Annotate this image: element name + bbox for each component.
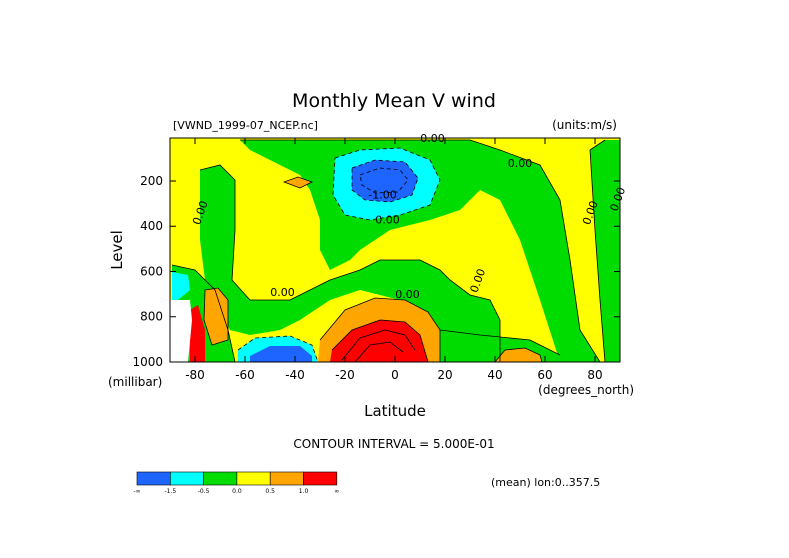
contour-line [203, 287, 229, 346]
colorbar-swatch [136, 471, 171, 486]
y-tick-label: 800 [140, 310, 163, 324]
contour-line [341, 329, 416, 361]
contour-line-dashed [332, 147, 441, 221]
colorbar-swatch [203, 471, 238, 486]
contour-line [240, 139, 601, 362]
orange-region-south [204, 288, 228, 345]
steep-gradient-south [190, 305, 205, 362]
x-units-label: (degrees_north) [538, 383, 634, 397]
blue-region-upper [352, 160, 418, 202]
contour-interval-label: CONTOUR INTERVAL = 5.000E-01 [293, 437, 494, 451]
green-region-north [590, 140, 620, 362]
contour-label: -1.00 [368, 189, 396, 202]
contour-label: 0.00 [395, 288, 420, 301]
colorbar-label: 1.0 [299, 488, 309, 495]
contour-line-dashed [351, 159, 419, 203]
colorbar-label: 0.5 [265, 488, 275, 495]
contour-line [494, 347, 543, 362]
plot-area: 0.000.00-1.000.000.00 0.00 0.000.000.000.0… [132, 132, 628, 382]
y-tick-label: 600 [140, 264, 163, 278]
contour-line [331, 319, 429, 362]
colorbar-label: 0.0 [232, 488, 242, 495]
contour-line-dashed [359, 167, 409, 194]
colorbar-swatch [170, 471, 204, 486]
colorbar-label: -0.5 [198, 488, 210, 495]
contour-line [199, 164, 501, 362]
contour-line [171, 264, 236, 362]
contour-line-dashed [237, 335, 319, 362]
x-tick-label: 60 [537, 368, 552, 382]
red-region-equator [330, 320, 428, 362]
white-missing-south [170, 300, 192, 362]
cyan-region-southpole [172, 272, 190, 300]
orange-region-north [495, 348, 542, 362]
green-region-upper [240, 140, 600, 362]
chart-title: Monthly Mean V wind [292, 90, 496, 112]
y-axis: 200 400 600 800 1000 [132, 174, 620, 369]
y-units-label: (millibar) [108, 375, 162, 389]
colorbar-swatch [303, 471, 338, 486]
x-tick-label: 20 [437, 368, 452, 382]
footnote-label: (mean) lon:0..357.5 [491, 476, 600, 489]
y-tick-label: 200 [140, 174, 163, 188]
dataset-label: [VWND_1999-07_NCEP.nc] [173, 119, 318, 132]
x-axis: -80 -60 -40 -20 0 20 40 60 80 [185, 138, 603, 382]
x-tick-label: -40 [285, 368, 305, 382]
contour-line [354, 341, 404, 362]
colorbar-label: -1.5 [164, 488, 176, 495]
contour-line [282, 176, 314, 189]
x-tick-label: 80 [587, 368, 602, 382]
contour-label: 0.00 [508, 157, 533, 170]
contour-labels: 0.000.00-1.000.000.00 0.00 0.000.000.000.0… [190, 132, 628, 301]
x-tick-label: -60 [235, 368, 255, 382]
colorbar-label: ∞ [334, 488, 339, 495]
x-tick-label: -80 [185, 368, 205, 382]
contour-line [589, 139, 606, 362]
x-tick-label: 40 [487, 368, 502, 382]
colorbar: -∞ -1.5 -0.5 0.0 0.5 1.0 ∞ [133, 471, 339, 495]
x-axis-label: Latitude [364, 402, 426, 420]
y-tick-label: 400 [140, 219, 163, 233]
units-label: (units:m/s) [552, 118, 617, 132]
y-axis-label: Level [108, 230, 126, 270]
contour-label: 0.00 [420, 132, 445, 145]
contour-label: 0.00 [270, 286, 295, 299]
contour-label: 0.00 [375, 213, 400, 226]
contour-lines [171, 139, 606, 362]
colorbar-swatch [236, 471, 271, 486]
blue-region-lower [250, 346, 312, 362]
x-tick-label: 0 [391, 368, 399, 382]
colorbar-swatch [269, 471, 304, 486]
contour-line [439, 329, 561, 356]
colorbar-label: -∞ [133, 488, 140, 495]
filled-contours [170, 138, 620, 362]
x-tick-label: -20 [335, 368, 355, 382]
y-tick-label: 1000 [132, 355, 163, 369]
